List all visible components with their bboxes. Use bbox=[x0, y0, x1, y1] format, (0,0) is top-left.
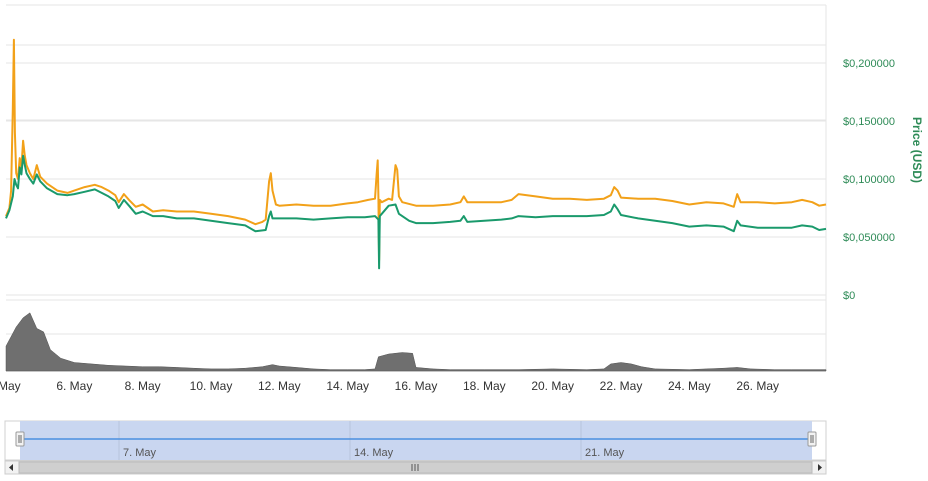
date-axis: . May 6. May 8. May 10. May 12. May 14. May 16… bbox=[0, 379, 779, 393]
x-tick-label: 16. May bbox=[395, 379, 438, 393]
x-tick-label: 10. May bbox=[190, 379, 233, 393]
x-tick-label: 26. May bbox=[736, 379, 779, 393]
price-axis-label: Price (USD) bbox=[910, 117, 924, 183]
scroll-left-arrow-icon[interactable] bbox=[9, 464, 13, 471]
x-tick-label: 14. May bbox=[326, 379, 369, 393]
y-tick-label: $0,150000 bbox=[843, 116, 895, 128]
y-tick-label: $0,050000 bbox=[843, 232, 895, 244]
range-navigator[interactable]: 7. May 14. May 21. May bbox=[4, 420, 827, 475]
navigator-tick-label: 21. May bbox=[585, 447, 625, 459]
x-tick-label: 18. May bbox=[463, 379, 506, 393]
navigator-tick-label: 7. May bbox=[123, 447, 157, 459]
x-tick-label: 20. May bbox=[531, 379, 574, 393]
navigator-handle-right[interactable] bbox=[807, 431, 817, 447]
navigator-tick-label: 14. May bbox=[354, 447, 394, 459]
y-tick-label: $0 bbox=[843, 290, 855, 302]
volume-panel bbox=[5, 312, 827, 372]
x-tick-label: 22. May bbox=[600, 379, 643, 393]
navigator-selection bbox=[20, 421, 812, 460]
y-tick-label: $0,100000 bbox=[843, 174, 895, 186]
series-line-1 bbox=[5, 154, 827, 270]
x-tick-label: . May bbox=[0, 379, 21, 393]
series-line-0 bbox=[5, 38, 827, 262]
price-series[interactable] bbox=[5, 38, 827, 270]
navigator-scrollbar[interactable] bbox=[4, 460, 827, 475]
price-axis: $0 $0,050000 $0,100000 $0,150000 $0,200000 bbox=[843, 58, 895, 302]
x-tick-label: 24. May bbox=[668, 379, 711, 393]
navigator-handle-left[interactable] bbox=[15, 431, 25, 447]
scroll-right-arrow-icon[interactable] bbox=[818, 464, 822, 471]
y-tick-label: $0,200000 bbox=[843, 58, 895, 70]
x-tick-label: 12. May bbox=[258, 379, 301, 393]
x-tick-label: 6. May bbox=[56, 379, 92, 393]
gridlines bbox=[6, 4, 827, 372]
volume-area bbox=[5, 312, 827, 372]
x-tick-label: 8. May bbox=[125, 379, 161, 393]
